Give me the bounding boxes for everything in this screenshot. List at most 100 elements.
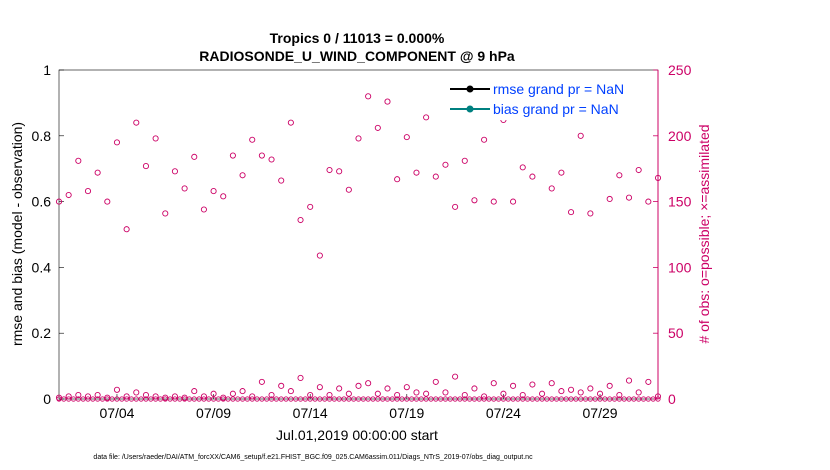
obs-zero-point <box>529 396 536 402</box>
obs-possible-upper-point <box>94 169 101 176</box>
obs-zero-point <box>273 396 279 402</box>
obs-zero-point <box>215 396 222 402</box>
obs-possible-lower-point <box>336 385 343 392</box>
obs-zero-point <box>336 396 342 402</box>
obs-zero-point <box>167 396 173 402</box>
obs-possible-upper-point <box>113 139 121 146</box>
obs-possible-lower-point <box>355 382 362 389</box>
obs-possible-upper-point <box>452 203 459 210</box>
obs-zero-point <box>351 396 357 402</box>
obs-zero-point <box>592 396 598 402</box>
obs-zero-point <box>148 396 154 402</box>
obs-zero-point <box>539 396 545 402</box>
obs-possible-upper-point <box>345 186 352 193</box>
obs-zero-point <box>409 396 415 402</box>
x-tick-label: 07/19 <box>389 405 424 421</box>
obs-zero-point <box>510 396 516 402</box>
obs-zero-point <box>302 396 308 402</box>
obs-possible-lower-point <box>210 390 217 397</box>
obs-possible-lower-point <box>587 385 594 392</box>
obs-possible-lower-point <box>490 380 497 387</box>
obs-zero-point <box>500 396 507 402</box>
obs-possible-lower-point <box>413 389 420 396</box>
obs-zero-point <box>520 396 526 402</box>
obs-zero-point <box>476 396 482 402</box>
obs-zero-point <box>254 396 260 402</box>
obs-zero-point <box>616 396 622 402</box>
obs-possible-upper-point <box>84 188 92 195</box>
obs-possible-lower-point <box>123 393 130 400</box>
obs-possible-lower-point <box>84 393 92 400</box>
right-tick-label: 0 <box>668 391 676 407</box>
obs-possible-lower-point <box>113 386 121 393</box>
obs-possible-lower-point <box>75 392 82 399</box>
obs-zero-point <box>90 396 96 402</box>
x-tick-label: 07/29 <box>583 405 618 421</box>
obs-zero-point <box>326 396 333 402</box>
obs-zero-point <box>495 396 502 402</box>
obs-possible-lower-point <box>297 374 304 381</box>
obs-possible-lower-point <box>423 390 430 397</box>
x-tick-label: 07/09 <box>196 405 231 421</box>
obs-zero-point <box>563 396 569 402</box>
obs-zero-point <box>283 396 289 402</box>
obs-zero-point <box>85 396 91 402</box>
obs-zero-point <box>582 396 589 402</box>
obs-possible-lower-point <box>635 389 642 396</box>
obs-zero-point <box>442 396 449 402</box>
right-tick-label: 250 <box>668 62 692 78</box>
obs-zero-point <box>220 396 226 402</box>
chart-title-line1: Tropics 0 / 11013 = 0.000% <box>270 30 445 46</box>
obs-possible-lower-point <box>403 384 410 391</box>
obs-zero-point <box>331 396 337 402</box>
left-tick-label: 0.8 <box>32 128 52 144</box>
obs-zero-point <box>481 396 487 402</box>
obs-possible-upper-point <box>104 198 111 205</box>
obs-zero-point <box>186 396 193 402</box>
obs-zero-point <box>631 396 637 402</box>
obs-zero-point <box>355 396 362 402</box>
obs-possible-upper-point <box>133 119 140 126</box>
obs-zero-point <box>418 396 424 402</box>
obs-zero-point <box>452 396 458 402</box>
obs-possible-upper-point <box>567 209 575 216</box>
obs-possible-upper-point <box>616 172 623 179</box>
chart-title-line2: RADIOSONDE_U_WIND_COMPONENT @ 9 hPa <box>199 48 515 64</box>
obs-zero-point <box>462 396 468 402</box>
obs-zero-point <box>206 396 212 402</box>
obs-zero-point <box>375 396 381 402</box>
obs-zero-point <box>544 396 550 402</box>
obs-zero-point <box>399 396 405 402</box>
obs-possible-lower-point <box>374 390 381 397</box>
obs-possible-lower-point <box>239 388 246 395</box>
obs-possible-upper-point <box>548 185 555 192</box>
right-tick-label: 150 <box>668 194 692 210</box>
obs-zero-point <box>191 396 197 402</box>
obs-zero-point <box>70 396 77 402</box>
obs-possible-upper-point <box>403 134 410 141</box>
obs-zero-point <box>394 396 400 402</box>
obs-zero-point <box>259 396 265 402</box>
obs-possible-lower-point <box>287 388 294 395</box>
obs-possible-lower-point <box>548 380 555 387</box>
obs-zero-point <box>157 396 164 402</box>
obs-possible-lower-point <box>249 393 256 400</box>
obs-zero-point <box>133 396 139 402</box>
obs-possible-upper-point <box>142 163 150 170</box>
obs-possible-upper-point <box>471 197 478 204</box>
obs-possible-lower-point <box>191 388 198 395</box>
obs-possible-lower-point <box>171 393 178 400</box>
obs-zero-point <box>428 396 434 402</box>
obs-possible-upper-point <box>287 119 294 126</box>
data-file-footer: data file: /Users/raeder/DAI/ATM_forcXX/… <box>93 454 533 461</box>
x-axis: 07/04 07/09 07/14 07/19 07/24 07/29 <box>99 394 618 421</box>
right-tick-label: 50 <box>668 325 684 341</box>
obs-zero-point <box>307 396 313 402</box>
obs-zero-point <box>447 396 453 402</box>
x-tick-label: 07/14 <box>293 405 328 421</box>
obs-possible-upper-point <box>239 172 246 179</box>
legend-bias-marker <box>466 105 474 113</box>
obs-possible-lower-point <box>519 392 526 399</box>
obs-zero-point <box>297 396 304 402</box>
